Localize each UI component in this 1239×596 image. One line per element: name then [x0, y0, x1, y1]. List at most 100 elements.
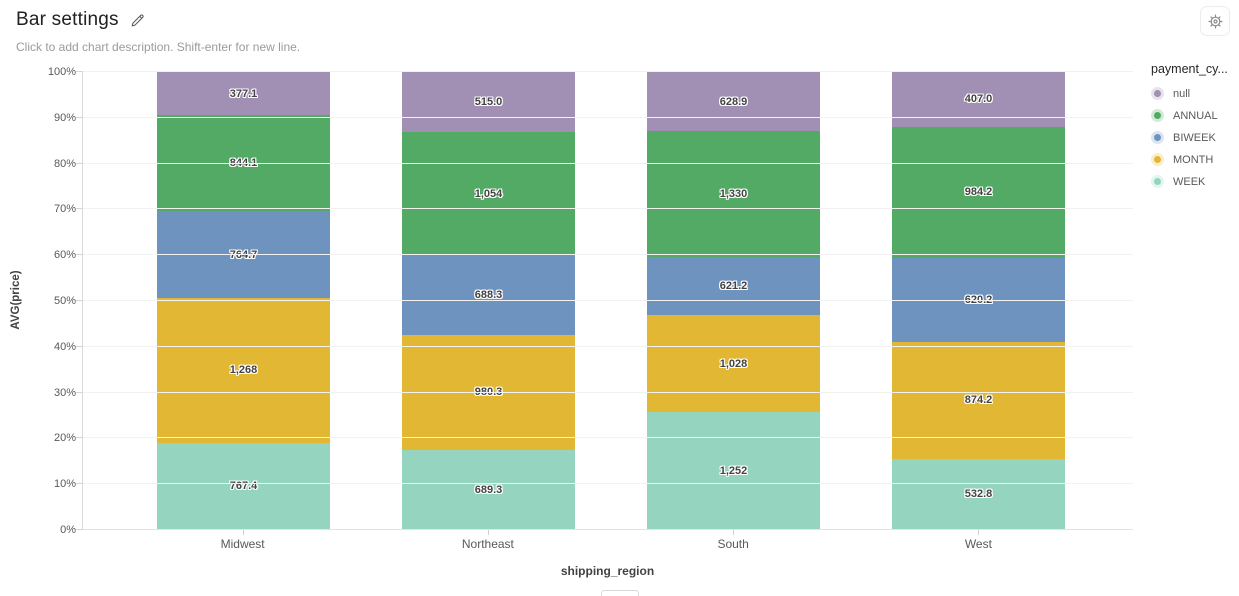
y-axis-tick-label: 30%	[53, 386, 76, 399]
legend-marker-icon	[1151, 87, 1164, 100]
y-axis-tick	[76, 391, 83, 393]
bar-value-label: 1,268	[229, 364, 258, 377]
y-axis-tick-label: 90%	[53, 111, 76, 124]
gridline	[83, 208, 1133, 210]
pencil-icon[interactable]	[129, 12, 146, 29]
gear-icon	[1207, 13, 1224, 30]
legend-item-label: null	[1173, 87, 1191, 100]
bar-segment-BIWEEK-west[interactable]: 620.2	[891, 258, 1066, 342]
y-axis-tick	[76, 71, 83, 72]
y-axis-tick	[76, 345, 83, 347]
bar-value-label: 688.3	[474, 289, 503, 302]
header: Bar settings	[16, 9, 146, 31]
legend-item-label: ANNUAL	[1173, 109, 1218, 122]
bar-value-label: 628.9	[719, 95, 748, 108]
bar-segment-null-south[interactable]: 628.9	[646, 72, 821, 132]
legend-item-null[interactable]: null	[1151, 87, 1237, 100]
chart-description-placeholder[interactable]: Click to add chart description. Shift-en…	[16, 40, 301, 54]
y-axis-tick-label: 50%	[53, 295, 76, 307]
bar-value-label: 1,330	[719, 187, 748, 200]
y-axis-tick-label: 80%	[53, 157, 76, 170]
gridline	[83, 437, 1133, 439]
x-axis-tick-label: Northeast	[365, 530, 610, 551]
bar-segment-MONTH-west[interactable]: 874.2	[891, 341, 1066, 459]
bar-segment-WEEK-west[interactable]: 532.8	[891, 458, 1066, 530]
legend-items: null ANNUAL BIWEEK MONTH WEEK	[1151, 87, 1237, 188]
legend-item-week[interactable]: WEEK	[1151, 175, 1237, 188]
bar-value-label: 377.1	[229, 87, 258, 100]
gridline	[83, 345, 1133, 347]
y-axis-tick	[76, 254, 83, 256]
x-axis-tick	[733, 530, 735, 535]
gridline	[83, 71, 1133, 72]
legend: payment_cy... null ANNUAL BIWEEK MONTH WEEK	[1151, 62, 1237, 188]
y-axis-tick-label: 70%	[53, 203, 76, 216]
bar-value-label: 689.3	[474, 483, 503, 496]
x-axis-tick	[978, 530, 980, 535]
gridline	[83, 529, 1133, 530]
legend-item-label: BIWEEK	[1173, 131, 1216, 144]
bar-stack-south: 1,252 1,028 621.2 1,330 628.9	[646, 72, 821, 530]
bar-value-label: 984.2	[964, 186, 993, 199]
x-axis-title: shipping_region	[560, 564, 655, 578]
legend-title: payment_cy...	[1151, 62, 1228, 76]
legend-item-biweek[interactable]: BIWEEK	[1151, 131, 1237, 144]
bar-value-label: 532.8	[964, 488, 993, 501]
plot-area: 767.41,268764.7844.1377.1689.3980.3688.3…	[76, 71, 1133, 530]
bar-stack-west: 532.8 874.2 620.2 984.2 407.0	[891, 72, 1066, 530]
y-axis-tick	[76, 208, 83, 210]
bar-value-label: 515.0	[474, 96, 503, 109]
legend-item-label: WEEK	[1173, 175, 1206, 188]
gridline	[83, 391, 1133, 393]
bar-segment-WEEK-south[interactable]: 1,252	[646, 412, 821, 530]
gridline	[83, 116, 1133, 118]
x-axis-labels: Midwest Northeast South West	[82, 530, 1133, 551]
bar-stack-midwest: 767.4 1,268 764.7 844.1 377.1	[156, 72, 331, 530]
bar-column-midwest: 767.4 1,268 764.7 844.1 377.1	[121, 72, 366, 530]
y-axis-tick	[76, 483, 83, 485]
bar-segment-BIWEEK-northeast[interactable]: 688.3	[401, 255, 576, 336]
x-axis-tick-label: South	[611, 530, 856, 551]
settings-button[interactable]	[1200, 6, 1230, 36]
bar-segment-BIWEEK-south[interactable]: 621.2	[646, 256, 821, 316]
x-axis-tick-label: West	[856, 530, 1101, 551]
bar-segment-WEEK-midwest[interactable]: 767.4	[156, 442, 331, 530]
panel-resize-handle[interactable]	[601, 590, 639, 596]
legend-item-label: MONTH	[1173, 153, 1214, 166]
y-axis-tick	[76, 437, 83, 439]
gridline	[83, 300, 1133, 301]
legend-marker-icon	[1151, 153, 1164, 166]
bar-segment-MONTH-midwest[interactable]: 1,268	[156, 298, 331, 443]
y-axis-tick-label: 100%	[47, 66, 76, 78]
legend-item-month[interactable]: MONTH	[1151, 153, 1237, 166]
y-axis-tick-label: 20%	[53, 432, 76, 445]
bar-value-label: 1,252	[719, 465, 748, 477]
y-axis-tick	[76, 162, 83, 164]
bar-value-label: 874.2	[964, 394, 993, 407]
bar-segment-ANNUAL-northeast[interactable]: 1,054	[401, 132, 576, 256]
legend-marker-icon	[1151, 131, 1164, 144]
bar-segment-null-midwest[interactable]: 377.1	[156, 72, 331, 115]
gridline	[83, 483, 1133, 485]
legend-marker-icon	[1151, 109, 1164, 122]
bar-value-label: 620.2	[964, 293, 993, 306]
y-axis-labels: 0% 10% 20% 30% 40% 50% 60% 70% 80% 90% 100%	[18, 66, 76, 536]
bar-segment-MONTH-south[interactable]: 1,028	[646, 315, 821, 413]
x-axis-tick	[242, 530, 244, 535]
bar-segment-null-west[interactable]: 407.0	[891, 72, 1066, 127]
page-title[interactable]: Bar settings	[16, 9, 119, 30]
x-axis-tick	[487, 530, 489, 535]
bar-value-label: 1,028	[719, 357, 748, 370]
bar-value-label: 1,054	[474, 187, 503, 200]
bar-segment-null-northeast[interactable]: 515.0	[401, 72, 576, 133]
y-axis-tick	[76, 116, 83, 118]
bar-column-south: 1,252 1,028 621.2 1,330 628.9	[611, 72, 856, 530]
gridline	[83, 162, 1133, 164]
legend-item-annual[interactable]: ANNUAL	[1151, 109, 1237, 122]
bar-segment-WEEK-northeast[interactable]: 689.3	[401, 449, 576, 530]
bar-segment-ANNUAL-west[interactable]: 984.2	[891, 126, 1066, 259]
bar-segment-ANNUAL-south[interactable]: 1,330	[646, 131, 821, 257]
